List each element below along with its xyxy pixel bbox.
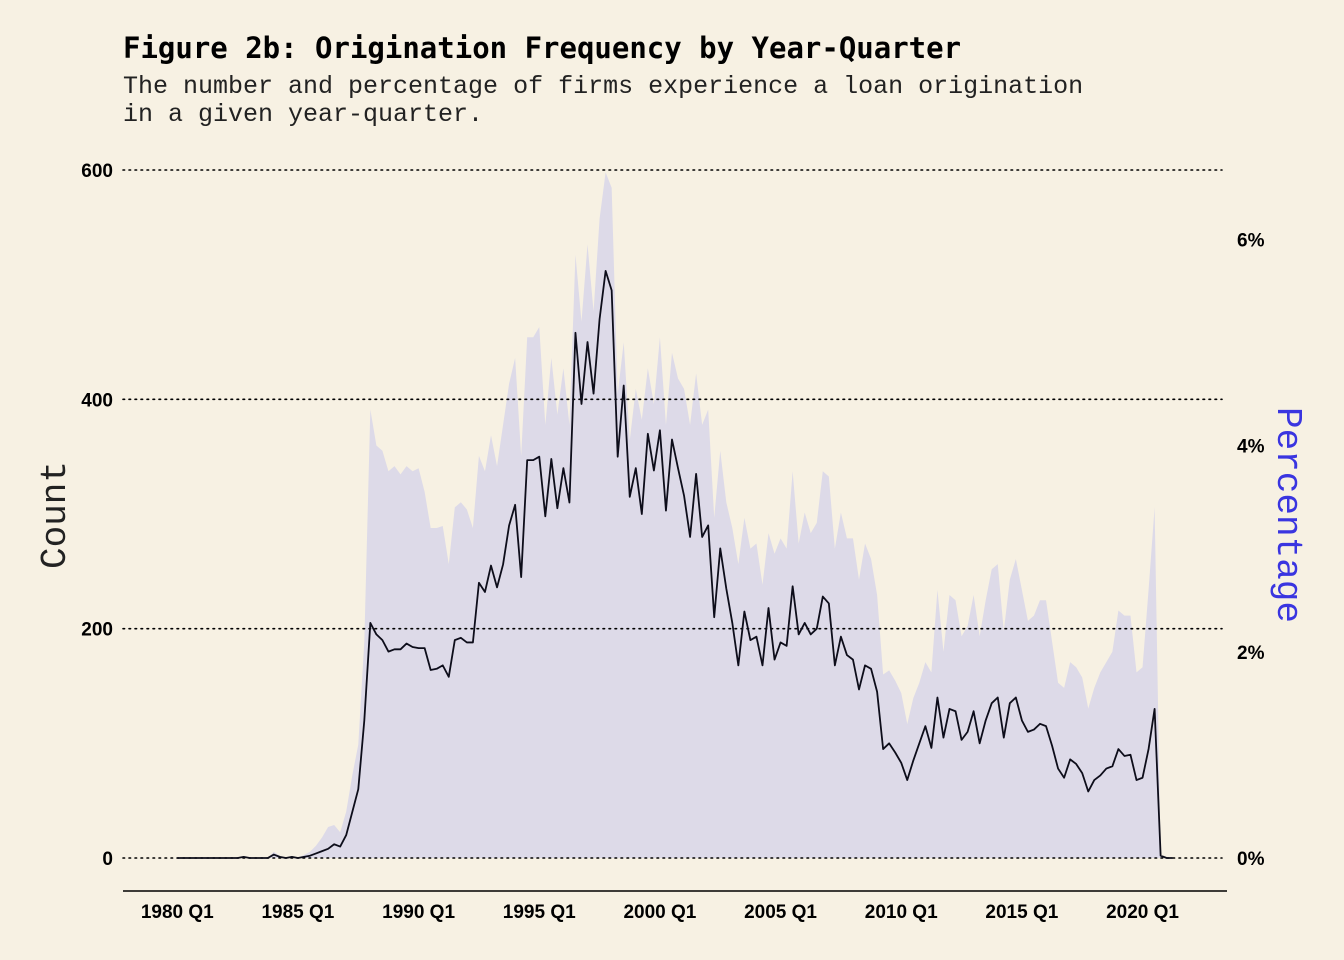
y-tick-label-right: 4%: [1237, 437, 1265, 458]
x-tick-label: 1995 Q1: [503, 902, 576, 923]
chart-subtitle-line-2: in a given year-quarter.: [123, 100, 483, 129]
chart-subtitle-line-1: The number and percentage of firms exper…: [123, 72, 1083, 101]
x-tick-label: 2015 Q1: [985, 902, 1058, 923]
y-tick-label-left: 400: [81, 390, 113, 411]
y-tick-label-right: 2%: [1237, 643, 1265, 664]
x-tick-label: 2005 Q1: [744, 902, 817, 923]
y-tick-label-right: 0%: [1237, 849, 1265, 870]
y-tick-label-right: 6%: [1237, 230, 1265, 251]
x-tick-label: 1985 Q1: [261, 902, 334, 923]
x-tick-label: 2020 Q1: [1106, 902, 1179, 923]
percentage-area-layer: [177, 172, 1173, 858]
percentage-area: [177, 172, 1173, 858]
chart-title: Figure 2b: Origination Frequency by Year…: [123, 31, 961, 65]
x-tick-label: 2000 Q1: [623, 902, 696, 923]
y-axis-title-right: Percentage: [1267, 407, 1308, 623]
x-tick-label: 1980 Q1: [141, 902, 214, 923]
x-tick-label: 2010 Q1: [865, 902, 938, 923]
x-tick-label: 1990 Q1: [382, 902, 455, 923]
count-line: [177, 270, 1173, 859]
y-tick-label-left: 200: [81, 620, 113, 641]
axes: 1980 Q1 1985 Q1 1990 Q1 1995 Q1 2000 Q1 2005 …: [81, 161, 1264, 923]
y-axis-title-left: Count: [35, 461, 76, 569]
y-tick-label-left: 600: [81, 161, 113, 182]
count-line-layer: [177, 270, 1173, 859]
y-tick-label-left: 0: [102, 849, 113, 870]
